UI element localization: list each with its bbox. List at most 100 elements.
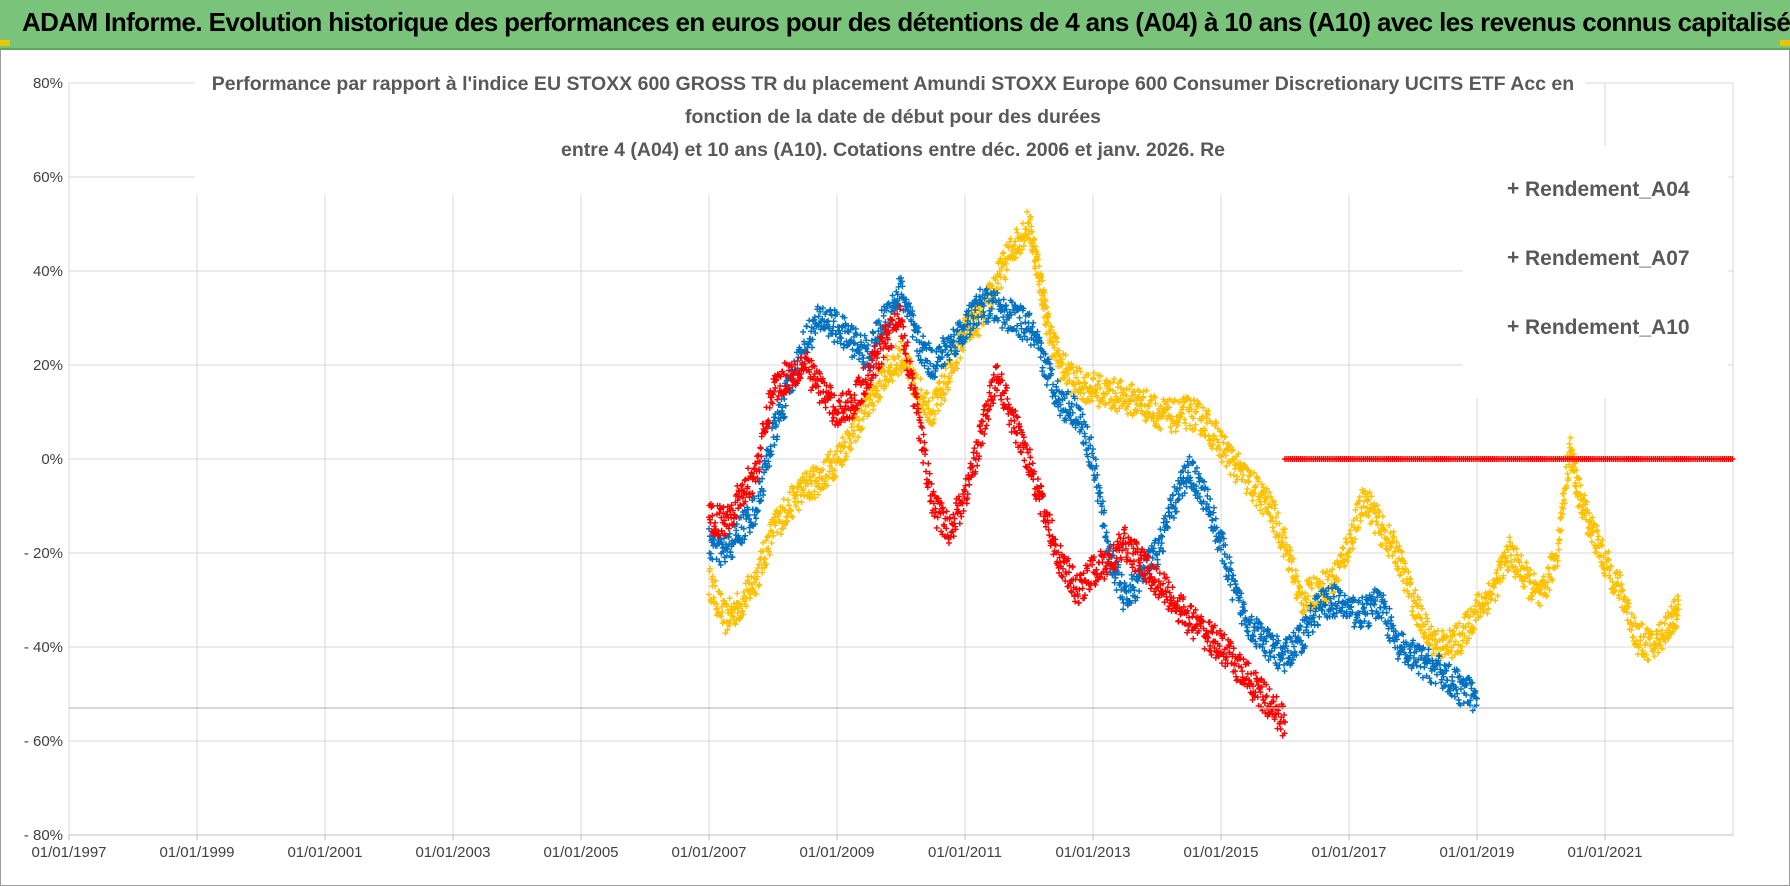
data-point-marker [1348, 603, 1355, 610]
data-point-marker [1190, 459, 1197, 466]
data-point-marker [994, 317, 1001, 324]
data-point-marker [975, 320, 982, 327]
data-point-marker [803, 323, 810, 330]
data-point-marker [837, 330, 844, 337]
data-point-marker [1170, 514, 1177, 521]
data-point-marker [1416, 596, 1423, 603]
data-point-marker [908, 318, 915, 325]
data-point-marker [1436, 653, 1443, 660]
data-point-marker [799, 474, 806, 481]
data-point-marker [1210, 504, 1217, 511]
data-point-marker [987, 310, 994, 317]
data-point-marker [925, 365, 932, 372]
data-point-marker [1057, 376, 1064, 383]
data-point-marker [1232, 465, 1239, 472]
data-point-marker [1608, 563, 1615, 570]
data-point-marker [897, 347, 904, 354]
data-point-marker [1155, 578, 1162, 585]
data-point-marker [1250, 469, 1257, 476]
data-point-marker [1569, 446, 1576, 453]
data-point-marker [717, 561, 724, 568]
data-point-marker [1471, 625, 1478, 632]
data-point-marker [1252, 689, 1259, 696]
data-point-marker [1178, 411, 1185, 418]
data-point-marker [859, 352, 866, 359]
data-point-marker [1494, 592, 1501, 599]
data-point-marker [1299, 641, 1306, 648]
data-point-marker [1492, 597, 1499, 604]
data-point-marker [1084, 563, 1091, 570]
data-point-marker [739, 494, 746, 501]
data-point-marker [1132, 597, 1139, 604]
data-point-marker [1256, 643, 1263, 650]
data-point-marker [874, 398, 881, 405]
data-point-marker [1361, 618, 1368, 625]
data-point-marker [1033, 247, 1040, 254]
data-point-marker [706, 591, 712, 598]
data-point-marker [998, 396, 1005, 403]
data-point-marker [1076, 380, 1083, 387]
data-point-marker [1587, 532, 1594, 539]
data-point-marker [794, 488, 800, 495]
data-point-marker [998, 371, 1005, 378]
data-point-marker [1014, 322, 1021, 329]
data-point-marker [1438, 676, 1445, 683]
data-point-marker [1298, 648, 1305, 655]
data-point-marker [1258, 675, 1265, 682]
data-point-marker [1406, 646, 1413, 653]
data-point-marker [803, 476, 810, 483]
data-point-marker [1025, 449, 1032, 456]
data-point-marker [896, 295, 903, 302]
data-point-marker [1616, 595, 1623, 602]
data-point-marker [1110, 379, 1117, 386]
data-point-marker [931, 513, 938, 520]
data-point-marker [1442, 634, 1449, 641]
data-point-marker [1288, 558, 1295, 565]
data-point-marker [1618, 581, 1625, 588]
data-point-marker [1194, 464, 1200, 471]
series-rendement-a10 [706, 302, 1288, 739]
data-point-marker [1122, 545, 1129, 552]
data-point-marker [917, 356, 924, 363]
data-point-marker [741, 477, 748, 484]
data-point-marker [1381, 526, 1388, 533]
data-point-marker [919, 344, 926, 351]
data-point-marker [1217, 428, 1224, 435]
data-point-marker [728, 502, 735, 509]
data-point-marker [1554, 553, 1560, 560]
data-point-marker [1101, 507, 1108, 514]
data-point-marker [1364, 610, 1371, 617]
data-point-marker [1031, 341, 1038, 348]
data-point-marker [1428, 623, 1435, 630]
data-point-marker [852, 325, 859, 332]
data-point-marker [1082, 433, 1088, 440]
data-point-marker [925, 398, 932, 405]
data-point-marker [1230, 455, 1237, 462]
data-point-marker [1388, 614, 1395, 621]
data-point-marker [950, 337, 957, 344]
data-point-marker [938, 499, 945, 506]
data-point-marker [1045, 310, 1052, 317]
data-point-marker [1076, 586, 1083, 593]
data-point-marker [1010, 250, 1017, 257]
data-point-marker [753, 576, 760, 583]
data-point-marker [1248, 613, 1255, 620]
data-point-marker [1026, 227, 1033, 234]
data-point-marker [1181, 489, 1188, 496]
data-point-marker [1167, 424, 1174, 431]
data-point-marker [1127, 398, 1134, 405]
data-point-marker [1205, 504, 1212, 511]
data-point-marker [1174, 598, 1181, 605]
data-point-marker [852, 381, 859, 388]
data-point-marker [1086, 398, 1093, 405]
data-point-marker [777, 382, 784, 389]
data-point-marker [1549, 577, 1556, 584]
data-point-marker [1258, 501, 1264, 508]
data-point-marker [1361, 604, 1368, 611]
data-point-marker [809, 336, 816, 343]
data-point-marker [1161, 571, 1168, 578]
data-point-marker [1350, 539, 1357, 546]
data-point-marker [1600, 554, 1607, 561]
data-point-marker [1607, 575, 1614, 582]
data-point-marker [1129, 381, 1136, 388]
